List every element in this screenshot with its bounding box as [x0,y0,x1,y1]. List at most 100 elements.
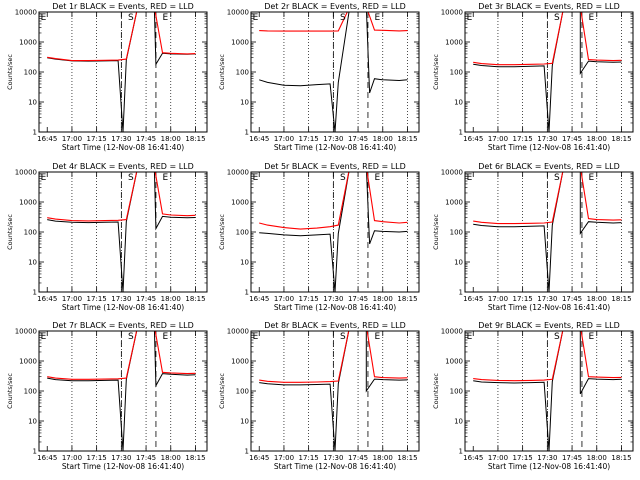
x-tick-label: 18:00 [161,135,181,143]
lld-line [47,331,196,380]
x-axis-label: Start Time (12-Nov-08 16:41:40) [274,143,396,152]
y-tick-label: 100 [450,388,463,396]
panel-title: Det 9r BLACK = Events, RED = LLD [478,321,620,330]
x-tick-label: 17:15 [513,135,533,143]
y-tick-label: 10000 [15,9,37,17]
lld-line [47,12,196,62]
x-axis-label: Start Time (12-Nov-08 16:41:40) [488,462,610,471]
interval-marker: E [253,13,259,23]
y-tick-label: 100 [450,69,463,77]
x-tick-label: 17:15 [513,454,533,462]
x-tick-label: 17:15 [513,295,533,303]
plot-frame [464,330,634,452]
x-tick-label: 16:45 [37,135,57,143]
interval-marker: E [253,173,259,183]
y-tick-label: 1000 [445,39,463,47]
y-axis-label: Counts/sec [6,373,14,409]
interval-marker: S [340,332,346,342]
x-tick-label: 17:45 [348,135,368,143]
interval-marker: S [554,173,560,183]
y-tick-label: 10 [454,259,463,267]
y-tick-label: 1000 [19,358,37,366]
interval-marker: E [375,332,381,342]
interval-marker: E [163,13,169,23]
plot-frame [38,330,208,452]
interval-marker: S [128,173,134,183]
interval-marker: E [375,173,381,183]
interval-marker: E [467,332,473,342]
y-axis-label: Counts/sec [218,214,226,250]
x-tick-label: 18:15 [185,135,205,143]
y-tick-label: 10000 [227,169,249,177]
x-tick-label: 17:30 [537,295,557,303]
y-tick-label: 100 [24,388,37,396]
x-tick-label: 17:00 [62,295,82,303]
y-tick-label: 1 [245,448,249,456]
interval-marker: E [163,173,169,183]
x-axis-label: Start Time (12-Nov-08 16:41:40) [62,143,184,152]
x-tick-label: 17:45 [136,295,156,303]
detector-panel: Det 2r BLACK = Events, RED = LLD 1 10 100 10… [218,2,420,152]
y-tick-label: 10000 [15,169,37,177]
interval-marker: E [589,332,595,342]
x-tick-label: 17:45 [136,454,156,462]
x-tick-label: 17:15 [87,454,107,462]
y-tick-label: 1 [459,289,463,297]
x-tick-label: 17:45 [348,295,368,303]
y-axis-label: Counts/sec [432,54,440,90]
y-tick-label: 100 [236,388,249,396]
y-tick-label: 1000 [445,199,463,207]
y-axis-label: Counts/sec [432,373,440,409]
y-tick-label: 100 [24,69,37,77]
y-tick-label: 10000 [441,9,463,17]
x-tick-label: 17:00 [488,295,508,303]
x-tick-label: 16:45 [37,454,57,462]
y-tick-label: 1 [33,448,37,456]
x-axis-label: Start Time (12-Nov-08 16:41:40) [274,303,396,312]
x-tick-label: 17:00 [62,135,82,143]
x-tick-label: 17:30 [323,135,343,143]
x-tick-label: 17:15 [87,295,107,303]
x-tick-label: 16:45 [249,454,269,462]
x-tick-label: 18:15 [185,454,205,462]
x-tick-label: 17:45 [562,135,582,143]
y-tick-label: 10 [28,418,37,426]
x-tick-label: 17:30 [323,295,343,303]
interval-marker: E [41,173,47,183]
y-tick-label: 100 [236,69,249,77]
x-tick-label: 17:15 [299,135,319,143]
interval-marker: S [128,13,134,23]
lld-line [259,12,408,32]
x-tick-label: 17:30 [111,295,131,303]
x-tick-label: 18:00 [587,295,607,303]
y-axis-label: Counts/sec [6,214,14,250]
y-tick-label: 10 [454,418,463,426]
interval-marker: S [340,13,346,23]
interval-marker: S [554,332,560,342]
x-tick-label: 18:00 [373,295,393,303]
lld-line [47,172,196,222]
x-tick-label: 18:00 [373,454,393,462]
events-line [259,12,408,132]
y-tick-label: 1 [459,448,463,456]
lld-line [473,331,622,382]
detector-panel: Det 9r BLACK = Events, RED = LLD 1 10 100 10… [432,321,634,471]
x-tick-label: 17:30 [323,454,343,462]
x-tick-label: 16:45 [463,454,483,462]
y-tick-label: 10 [240,99,249,107]
y-axis-label: Counts/sec [6,54,14,90]
x-tick-label: 17:00 [488,454,508,462]
interval-marker: E [589,173,595,183]
x-tick-label: 16:45 [249,135,269,143]
y-tick-label: 1 [33,289,37,297]
x-tick-label: 18:15 [611,295,631,303]
panel-title: Det 4r BLACK = Events, RED = LLD [52,162,194,171]
lld-line [259,331,408,383]
panel-title: Det 2r BLACK = Events, RED = LLD [264,2,406,11]
y-tick-label: 1000 [19,199,37,207]
x-tick-label: 17:15 [299,295,319,303]
y-tick-label: 100 [24,229,37,237]
panel-title: Det 6r BLACK = Events, RED = LLD [478,162,620,171]
panel-title: Det 3r BLACK = Events, RED = LLD [478,2,620,11]
plot-frame [464,171,634,293]
